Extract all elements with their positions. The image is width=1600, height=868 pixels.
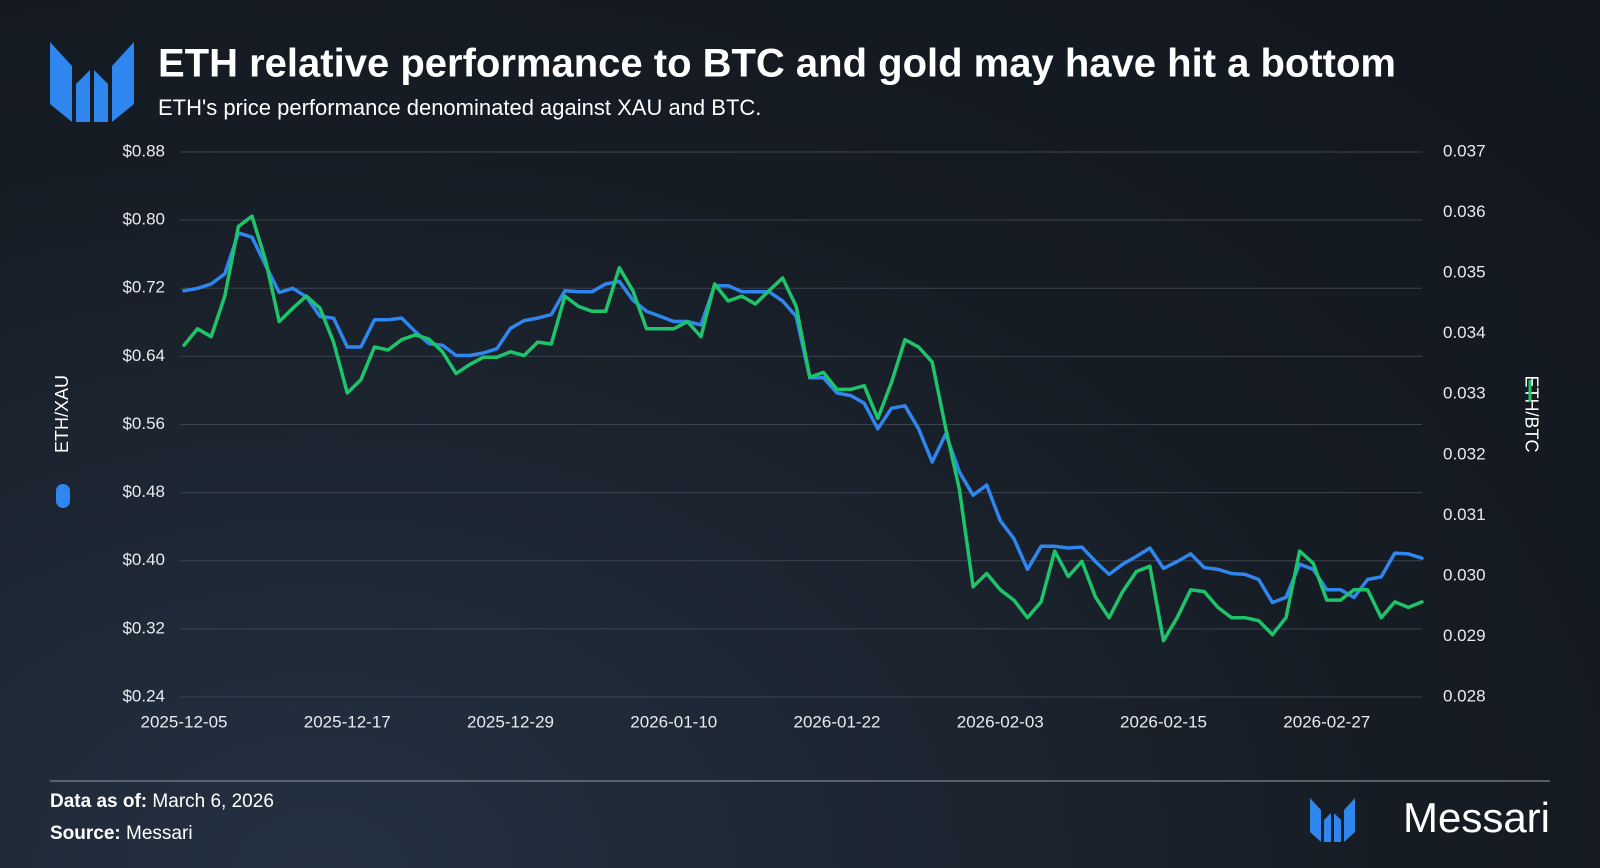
x-tick-label: 2026-02-03 bbox=[957, 712, 1044, 731]
x-tick-label: 2026-02-27 bbox=[1283, 712, 1370, 731]
y2-tick-label: 0.029 bbox=[1443, 626, 1486, 645]
x-tick-label: 2026-01-10 bbox=[630, 712, 717, 731]
brand-name: Messari bbox=[1403, 794, 1550, 841]
y-tick-label: $0.32 bbox=[122, 618, 165, 637]
y2-tick-label: 0.037 bbox=[1443, 141, 1486, 160]
legend-label: ETH/BTC bbox=[1521, 375, 1541, 452]
y-tick-label: $0.56 bbox=[122, 414, 165, 433]
y2-tick-label: 0.032 bbox=[1443, 444, 1486, 463]
y-tick-label: $0.40 bbox=[122, 550, 165, 569]
footer-date: Data as of: March 6, 2026 bbox=[50, 791, 274, 812]
x-tick-label: 2026-02-15 bbox=[1120, 712, 1207, 731]
y2-tick-label: 0.030 bbox=[1443, 565, 1486, 584]
y-tick-label: $0.64 bbox=[122, 346, 165, 365]
legend-swatch bbox=[56, 484, 70, 508]
x-tick-label: 2025-12-05 bbox=[141, 712, 228, 731]
chart-title: ETH relative performance to BTC and gold… bbox=[158, 42, 1396, 86]
chart-subtitle: ETH's price performance denominated agai… bbox=[158, 95, 761, 120]
y-tick-label: $0.80 bbox=[122, 210, 165, 229]
y2-tick-label: 0.034 bbox=[1443, 323, 1486, 342]
x-tick-label: 2026-01-22 bbox=[794, 712, 881, 731]
y-tick-label: $0.24 bbox=[122, 686, 165, 705]
brand-logo bbox=[1310, 798, 1355, 842]
x-tick-label: 2025-12-29 bbox=[467, 712, 554, 731]
y-tick-label: $0.48 bbox=[122, 482, 165, 501]
y2-tick-label: 0.028 bbox=[1443, 686, 1486, 705]
line-series bbox=[182, 214, 1424, 643]
x-tick-label: 2025-12-17 bbox=[304, 712, 391, 731]
footer-source-value: Messari bbox=[126, 823, 193, 844]
y2-tick-label: 0.033 bbox=[1443, 384, 1486, 403]
y-tick-label: $0.88 bbox=[122, 141, 165, 160]
footer-source-label: Source: bbox=[50, 823, 121, 844]
y2-tick-label: 0.031 bbox=[1443, 505, 1486, 524]
y-tick-label: $0.72 bbox=[122, 278, 165, 297]
y2-tick-label: 0.035 bbox=[1443, 263, 1486, 282]
footer-source: Source: Messari bbox=[50, 823, 193, 844]
logo bbox=[50, 42, 134, 122]
footer-date-label: Data as of: bbox=[50, 791, 147, 812]
y2-tick-label: 0.036 bbox=[1443, 202, 1486, 221]
legend-label: ETH/XAU bbox=[52, 375, 72, 453]
footer-date-value: March 6, 2026 bbox=[152, 791, 273, 812]
